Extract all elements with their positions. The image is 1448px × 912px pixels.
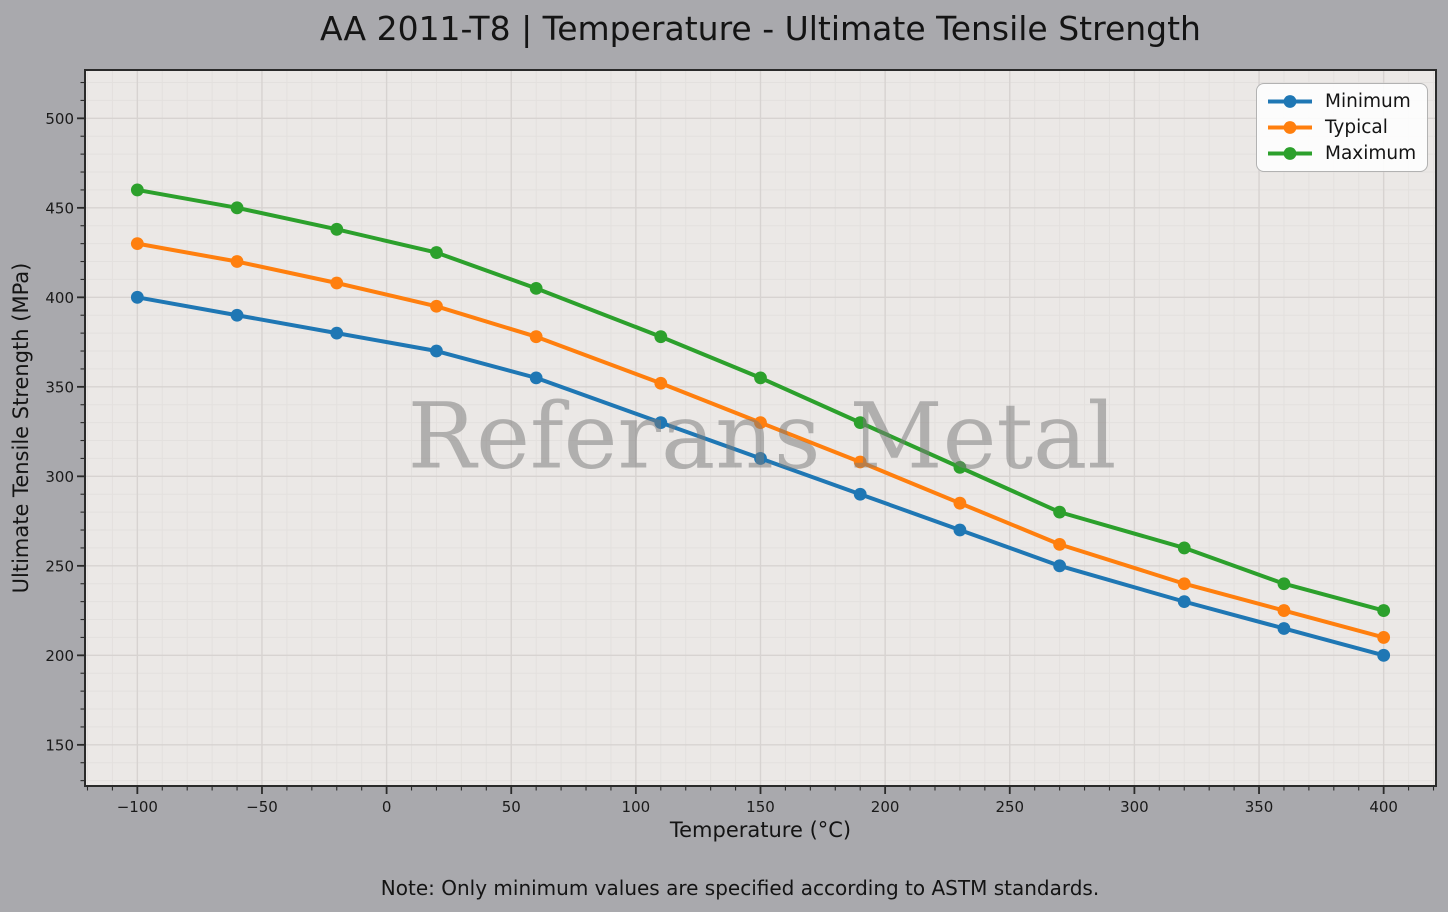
legend: Minimum Typical Maximum [1256, 83, 1428, 172]
series-typical-marker [1377, 631, 1391, 644]
legend-line-marker-icon [1268, 146, 1312, 160]
series-minimum [130, 290, 1391, 662]
series-minimum-marker [754, 452, 767, 465]
y-tick-labels: 150 200 250 300 350 400 450 500 [45, 110, 74, 755]
footnote: Note: Only minimum values are specified … [380, 876, 1100, 900]
y-tick-label: 150 [45, 736, 74, 754]
series-minimum-marker [654, 416, 668, 430]
series-typical-marker [230, 255, 244, 268]
series-typical [130, 237, 1391, 644]
x-tick-label: 150 [746, 798, 775, 816]
series-minimum-marker [1377, 648, 1391, 662]
series-minimum-marker [1277, 622, 1291, 635]
series-typical-marker [330, 276, 344, 290]
x-tick-label: 100 [622, 798, 651, 816]
series-typical-marker [1177, 577, 1191, 591]
x-tick-label: −50 [246, 798, 278, 816]
series-typical-marker [1053, 537, 1067, 551]
legend-line-marker-icon [1268, 95, 1312, 109]
series-maximum-marker [130, 183, 144, 197]
y-tick-label: 500 [45, 110, 74, 128]
series-maximum-marker [1177, 541, 1191, 555]
x-tick-label: −100 [117, 798, 158, 816]
legend-item-typical: Typical [1267, 117, 1417, 138]
tick-marks [77, 81, 1435, 794]
series-typical-marker [853, 455, 867, 469]
series-maximum-marker [754, 371, 767, 385]
x-tick-label: 250 [995, 798, 1024, 816]
series-typical-marker [654, 376, 668, 390]
series-minimum-marker [953, 523, 967, 537]
legend-item-maximum: Maximum [1267, 143, 1417, 164]
legend-label: Typical [1325, 116, 1388, 138]
y-tick-label: 300 [45, 468, 74, 486]
y-axis-label: Ultimate Tensile Strength (MPa) [9, 262, 33, 594]
x-tick-label: 300 [1120, 798, 1149, 816]
series-minimum-marker [430, 344, 443, 358]
series-maximum-marker [853, 416, 867, 430]
x-tick-labels: −100 −50 0 50 100 150 200 250 300 350 400 [117, 798, 1398, 816]
legend-line-marker-icon [1268, 121, 1312, 134]
x-tick-label: 0 [382, 798, 392, 816]
y-tick-label: 450 [45, 199, 74, 217]
legend-label: Maximum [1325, 142, 1417, 164]
series-maximum-marker [1377, 604, 1391, 617]
y-tick-label: 350 [45, 378, 74, 396]
series-minimum-marker [529, 371, 543, 385]
series-minimum-marker [130, 290, 144, 304]
y-tick-label: 400 [45, 289, 74, 307]
series-minimum-marker [1053, 559, 1067, 573]
series-maximum-marker [953, 460, 967, 474]
series-maximum-marker [529, 281, 543, 295]
series-maximum-marker [430, 246, 443, 259]
series-minimum-marker [1177, 595, 1191, 609]
x-tick-label: 400 [1369, 798, 1398, 816]
series-maximum-marker [230, 201, 244, 215]
legend-item-minimum: Minimum [1267, 91, 1417, 112]
series-maximum-marker [654, 330, 668, 344]
series-typical-marker [754, 416, 767, 430]
series-typical-marker [1277, 604, 1291, 617]
x-tick-label: 50 [502, 798, 521, 816]
x-tick-label: 200 [871, 798, 900, 816]
y-tick-label: 200 [45, 647, 74, 665]
series-typical-marker [130, 237, 144, 251]
series-typical-marker [953, 496, 967, 510]
series-minimum-marker [230, 308, 244, 322]
series-maximum-marker [330, 222, 344, 236]
x-tick-label: 350 [1245, 798, 1274, 816]
series-maximum-marker [1277, 577, 1291, 591]
series-typical-marker [529, 330, 543, 344]
chart-title: AA 2011-T8 | Temperature - Ultimate Tens… [320, 9, 1201, 48]
legend-label: Minimum [1325, 91, 1411, 113]
series-minimum-marker [853, 487, 867, 501]
series-minimum-marker [330, 326, 344, 340]
x-axis-label: Temperature (°C) [669, 818, 852, 842]
y-tick-label: 250 [45, 557, 74, 575]
series-maximum [130, 183, 1391, 617]
series-typical-marker [430, 299, 443, 313]
series-maximum-marker [1053, 505, 1067, 519]
